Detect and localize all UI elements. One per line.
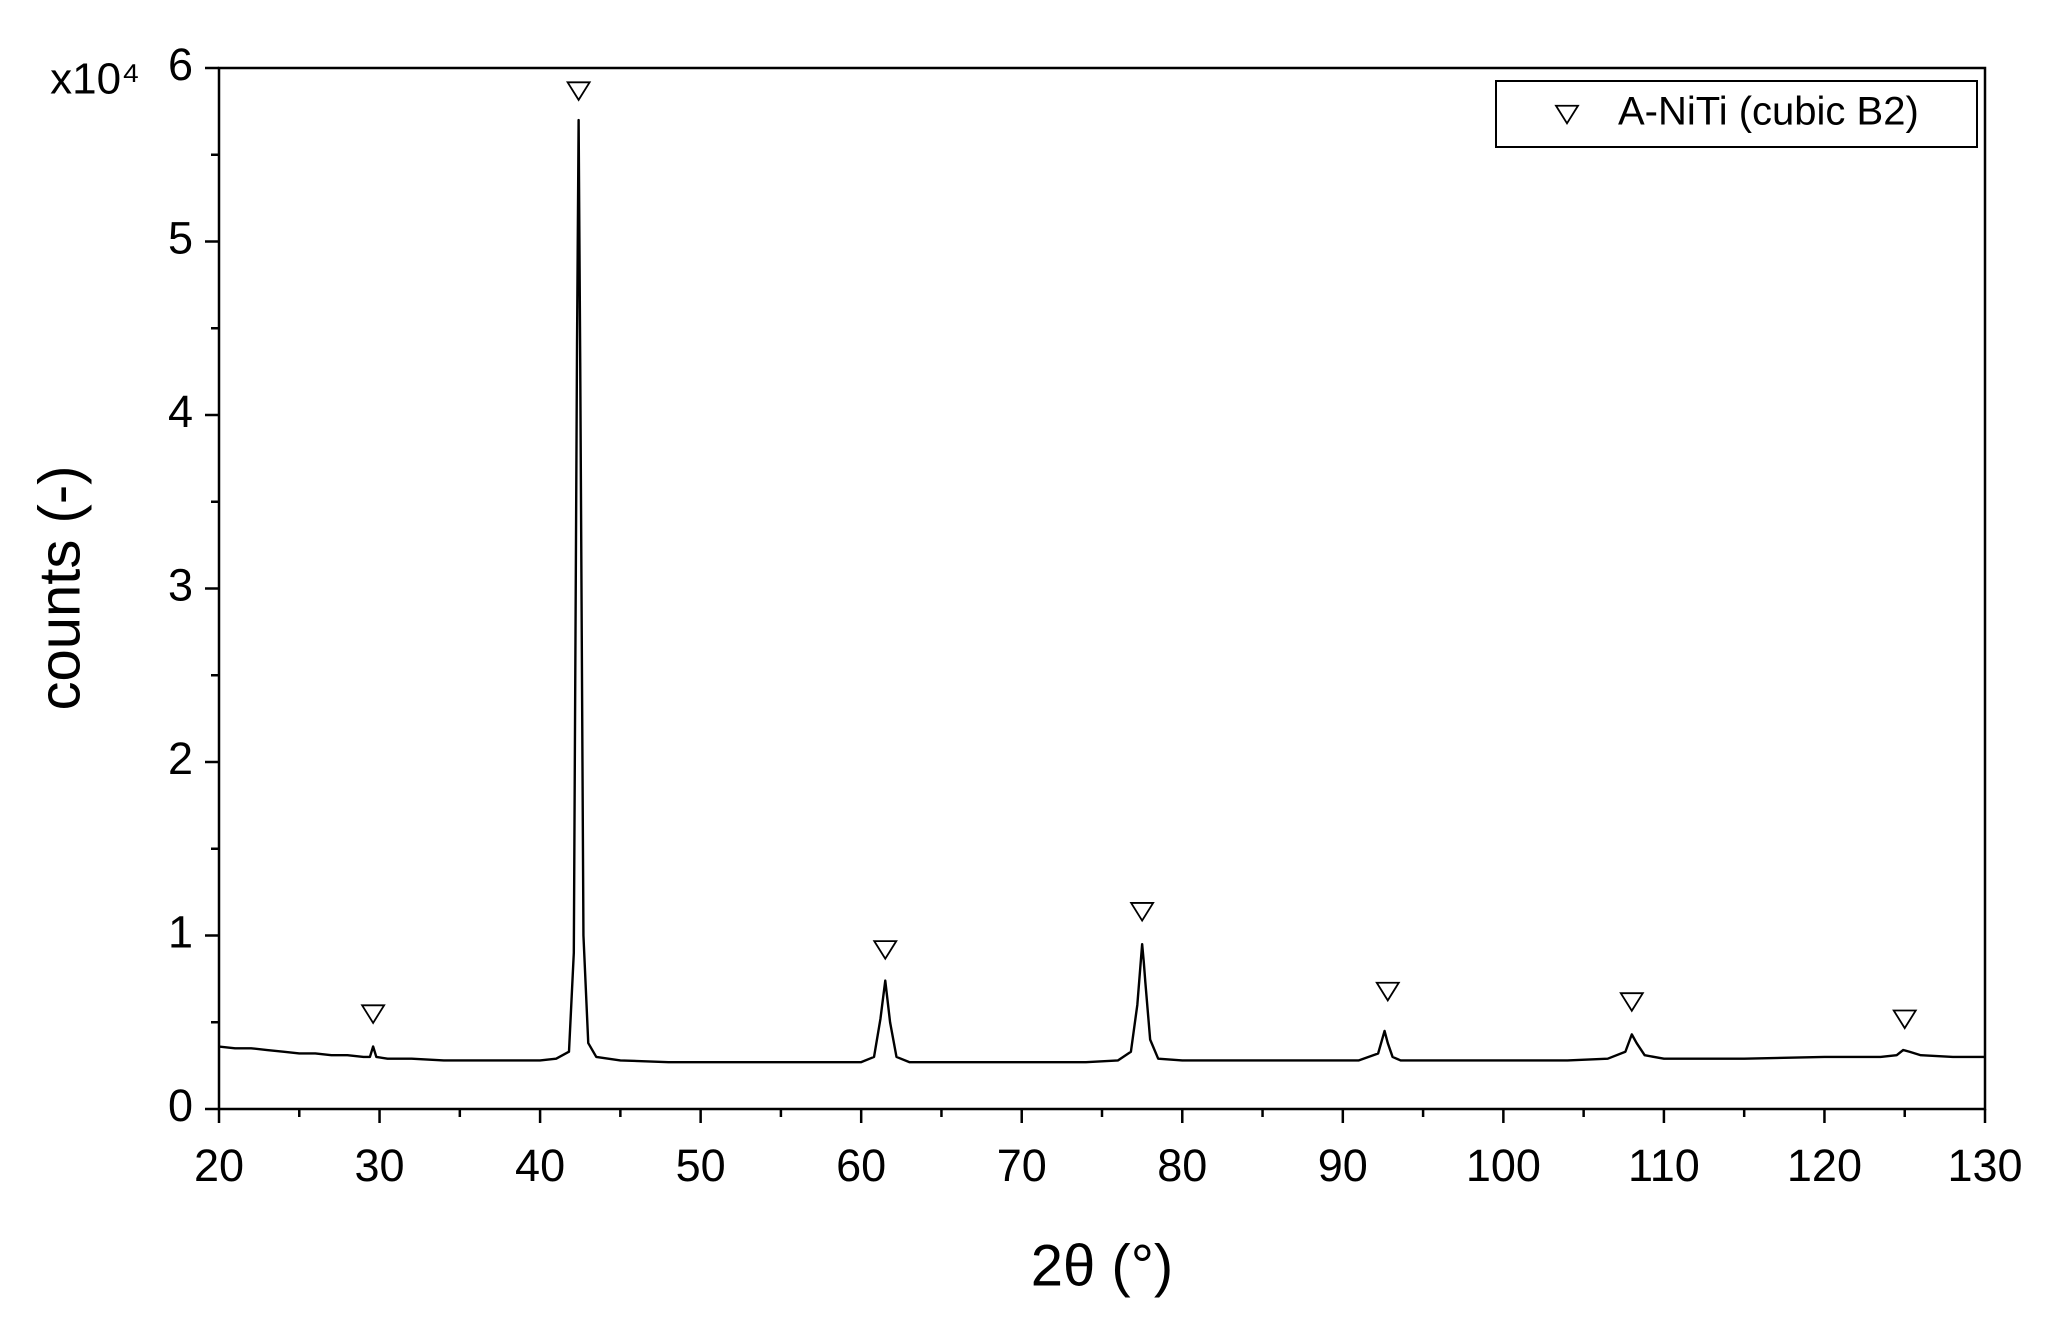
y-axis-title: counts (-): [27, 466, 92, 711]
x-tick-label: 30: [355, 1140, 405, 1191]
diffraction-line: [218, 118, 1985, 1064]
x-tick-label: 20: [194, 1140, 244, 1191]
y-tick-label: 3: [168, 559, 193, 610]
peak-marker: [872, 940, 898, 961]
legend-label: A-NiTi (cubic B2): [1618, 90, 1919, 134]
x-tick-label: 50: [676, 1140, 726, 1191]
peak-marker: [1375, 981, 1401, 1003]
peak-marker: [1892, 1009, 1918, 1030]
x-tick-label: 120: [1787, 1140, 1862, 1191]
legend-marker: [1554, 104, 1580, 126]
x-tick-label: 110: [1628, 1140, 1700, 1191]
x-tick-label: 100: [1466, 1140, 1541, 1191]
y-tick-label: 4: [168, 386, 193, 437]
x-tick-label: 130: [1947, 1140, 2022, 1191]
x-tick-label: 90: [1318, 1140, 1368, 1191]
x-axis-title: 2θ (°): [1031, 1233, 1173, 1298]
x-tick-label: 70: [997, 1140, 1047, 1191]
peak-marker: [360, 1004, 386, 1025]
y-tick-label: 2: [168, 733, 193, 784]
y-tick-label: 6: [168, 39, 193, 90]
peak-marker: [1129, 902, 1155, 923]
x-tick-label: 80: [1157, 1140, 1207, 1191]
x-tick-label: 60: [836, 1140, 886, 1191]
y-tick-label: 5: [168, 212, 193, 263]
y-tick-label: 0: [168, 1080, 193, 1131]
y-tick-label: 1: [168, 906, 193, 957]
peak-marker: [565, 81, 592, 102]
peak-marker: [1619, 992, 1645, 1013]
legend-box: [1495, 80, 1978, 148]
x-tick-label: 40: [515, 1140, 565, 1191]
y-axis-multiplier: x10⁴: [50, 55, 140, 104]
plot-frame: [217, 66, 1987, 1111]
